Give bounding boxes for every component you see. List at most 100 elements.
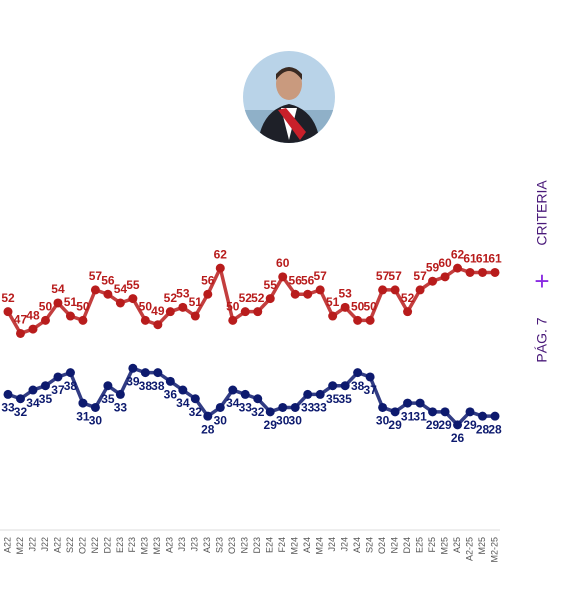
plus-icon: + [534,266,549,296]
data-label: 60 [438,256,452,270]
data-label: 56 [201,273,215,287]
point [165,307,175,317]
data-label: 32 [251,405,265,419]
x-tick-label: J23 [177,537,187,552]
data-label: 55 [264,278,278,292]
x-tick-label: S24 [365,537,375,553]
x-tick-label: D24 [402,537,412,554]
point [453,420,463,430]
x-tick-label: A24 [302,537,312,553]
point [190,311,200,321]
data-label: 29 [463,418,477,432]
data-label: 61 [463,252,477,266]
data-label: 62 [214,247,228,261]
data-label: 56 [301,273,315,287]
data-label: 50 [351,300,365,314]
data-label: 37 [363,383,377,397]
data-label: 26 [451,431,465,445]
data-label: 35 [338,392,352,406]
point [128,294,138,304]
data-label: 57 [413,269,427,283]
point [465,267,475,277]
x-tick-label: N24 [389,537,399,554]
point [490,411,500,421]
data-label: 59 [426,260,440,274]
data-label: 54 [114,282,128,296]
portrait [243,51,335,143]
data-label: 35 [39,392,53,406]
data-label: 52 [164,291,178,305]
point [403,307,413,317]
point [253,307,263,317]
point [228,385,238,395]
data-label: 30 [89,414,103,428]
point [203,411,213,421]
x-tick-label: F25 [427,537,437,553]
point [303,389,313,399]
x-tick-label: M25 [439,537,449,555]
data-label: 31 [76,409,90,423]
point [140,315,150,325]
data-label: 50 [39,300,53,314]
data-label: 52 [239,291,253,305]
data-label: 53 [176,286,190,300]
data-label: 49 [151,304,165,318]
point [290,402,300,412]
data-label: 38 [351,379,365,393]
point [128,363,138,373]
data-label: 60 [276,256,290,270]
point [428,276,438,286]
data-label: 55 [126,278,140,292]
data-label: 31 [401,409,415,423]
x-tick-label: A22 [2,537,12,553]
point [178,385,188,395]
data-label: 57 [376,269,390,283]
point [15,328,25,338]
point [328,381,338,391]
point [53,298,63,308]
x-tick-label: A2-25 [464,537,474,561]
point [65,311,75,321]
point [178,302,188,312]
point [353,368,363,378]
x-tick-label: A25 [452,537,462,553]
x-tick-label: D23 [252,537,262,554]
point [115,298,125,308]
x-tick-label: O24 [377,537,387,554]
x-tick-label: S23 [215,537,225,553]
point [203,289,213,299]
point [365,315,375,325]
point [165,376,175,386]
side-label: CRITERIA [534,180,550,246]
data-label: 30 [276,414,290,428]
point [40,381,50,391]
data-label: 56 [101,273,115,287]
x-tick-label: J23 [190,537,200,552]
point [15,394,25,404]
point [440,407,450,417]
point [490,267,500,277]
data-label: 61 [488,252,502,266]
point [265,294,275,304]
point [253,394,263,404]
x-tick-label: E25 [414,537,424,553]
point [153,320,163,330]
data-label: 50 [139,300,153,314]
data-label: 30 [289,414,303,428]
point [340,302,350,312]
point [265,407,275,417]
x-tick-label: M24 [290,537,300,555]
x-tick-label: M22 [15,537,25,555]
point [228,315,238,325]
data-label: 51 [64,295,78,309]
point [90,285,100,295]
point [315,389,325,399]
series-line [6,266,495,336]
point [378,285,388,295]
point [65,368,75,378]
data-label: 56 [289,273,303,287]
x-tick-label: M25 [477,537,487,555]
point [440,272,450,282]
point [278,402,288,412]
